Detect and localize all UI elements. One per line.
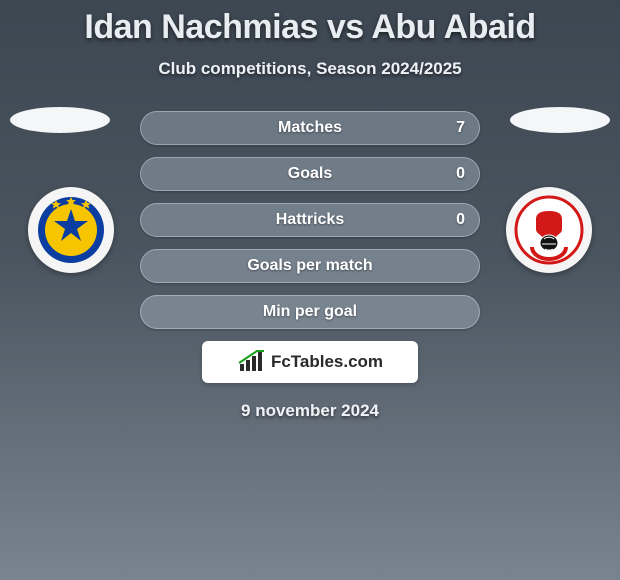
stat-pill: Goals per match	[140, 249, 480, 283]
club-badge-right	[506, 187, 592, 273]
maccabi-tel-aviv-badge-icon	[36, 195, 106, 265]
player2-photo-placeholder	[510, 107, 610, 133]
brand-box: FcTables.com	[202, 341, 418, 383]
stat-pill: Matches 7	[140, 111, 480, 145]
subtitle: Club competitions, Season 2024/2025	[0, 59, 620, 79]
footer-date: 9 november 2024	[0, 401, 620, 421]
stat-label: Goals per match	[247, 257, 372, 275]
bnei-sakhnin-badge-icon	[514, 195, 584, 265]
player1-photo-placeholder	[10, 107, 110, 133]
vs-text: vs	[327, 8, 364, 46]
comparison-stage: Matches 7 Goals 0 Hattricks 0 Goals per …	[0, 111, 620, 421]
brand-text: FcTables.com	[271, 352, 383, 372]
stat-pill: Min per goal	[140, 295, 480, 329]
stat-label: Min per goal	[263, 303, 357, 321]
player2-name: Abu Abaid	[371, 8, 535, 46]
stat-label: Hattricks	[276, 211, 344, 229]
bar-chart-icon	[237, 350, 267, 374]
stat-value-right: 0	[456, 165, 465, 183]
stat-pill: Hattricks 0	[140, 203, 480, 237]
club-badge-left	[28, 187, 114, 273]
stat-pill: Goals 0	[140, 157, 480, 191]
stat-pill-list: Matches 7 Goals 0 Hattricks 0 Goals per …	[140, 111, 480, 329]
stat-label: Goals	[288, 165, 332, 183]
stat-label: Matches	[278, 119, 342, 137]
stat-value-right: 7	[456, 119, 465, 137]
page-title: Idan Nachmias vs Abu Abaid	[0, 0, 620, 47]
player1-name: Idan Nachmias	[84, 8, 317, 46]
stat-value-right: 0	[456, 211, 465, 229]
